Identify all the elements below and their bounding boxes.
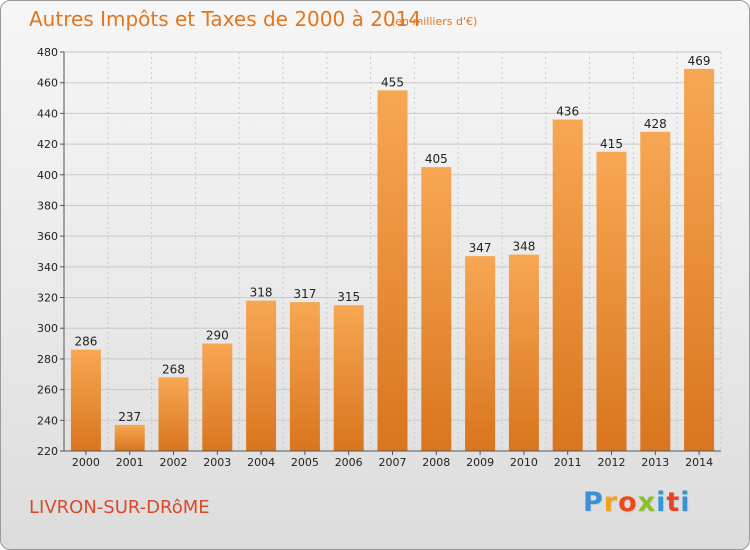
y-tick-label: 360: [37, 230, 58, 243]
axes: 220 240 260 280 300 320 340 360 380 400 420 440 460 4…: [37, 46, 721, 469]
logo-letter: i: [656, 487, 667, 518]
x-tick-label: 2003: [203, 456, 231, 469]
bar-value-label: 415: [600, 137, 623, 151]
bar-2002[interactable]: [158, 377, 189, 451]
x-tick-label: 2008: [422, 456, 450, 469]
bar-value-label: 286: [74, 335, 97, 349]
y-tick-label: 280: [37, 353, 58, 366]
bar-value-label: 436: [556, 105, 579, 119]
x-tick-label: 2000: [72, 456, 100, 469]
y-tick-label: 400: [37, 169, 58, 182]
x-tick-label: 2012: [598, 456, 626, 469]
bar-value-label: 469: [688, 54, 711, 68]
x-tick-label: 2009: [466, 456, 494, 469]
bar-value-label: 347: [469, 241, 492, 255]
bar-2010[interactable]: [508, 254, 539, 451]
bar-2012[interactable]: [596, 151, 627, 451]
y-tick-label: 420: [37, 138, 58, 151]
y-tick-label: 440: [37, 107, 58, 120]
chart-subtitle: (en milliers d'€): [391, 15, 478, 28]
x-tick-label: 2006: [335, 456, 363, 469]
bar-2008[interactable]: [421, 167, 452, 451]
bar-value-label: 348: [512, 240, 535, 254]
proxiti-logo[interactable]: Proxiti: [583, 487, 691, 518]
bar-2003[interactable]: [202, 343, 233, 451]
x-tick-label: 2002: [160, 456, 188, 469]
logo-letter: o: [618, 487, 638, 518]
y-tick-label: 220: [37, 445, 58, 458]
bar-value-label: 268: [162, 362, 185, 376]
y-tick-label: 320: [37, 292, 58, 305]
bar-value-label: 455: [381, 75, 404, 89]
x-tick-label: 2001: [116, 456, 144, 469]
bar-2013[interactable]: [640, 131, 671, 452]
x-tick-label: 2010: [510, 456, 538, 469]
y-tick-label: 300: [37, 322, 58, 335]
chart-title: Autres Impôts et Taxes de 2000 à 2014: [29, 7, 422, 31]
logo-letter: r: [603, 487, 619, 518]
bar-value-label: 405: [425, 152, 448, 166]
logo-letter: P: [583, 487, 604, 518]
bar-value-label: 428: [644, 117, 667, 131]
bars: 286 237 268 290 318 317 315 455 405 347 348 436 415 4…: [70, 54, 715, 452]
bar-value-label: 318: [250, 286, 273, 300]
bar-value-label: 237: [118, 410, 141, 424]
bar-2007[interactable]: [377, 90, 408, 451]
bar-value-label: 290: [206, 329, 229, 343]
y-tick-label: 340: [37, 261, 58, 274]
bar-value-label: 315: [337, 290, 360, 304]
logo-letter: t: [666, 487, 681, 518]
bar-2006[interactable]: [333, 305, 364, 451]
x-tick-label: 2007: [379, 456, 407, 469]
bar-2001[interactable]: [114, 424, 145, 451]
logo-letter: i: [680, 487, 691, 518]
x-tick-label: 2014: [685, 456, 713, 469]
bar-value-label: 317: [293, 287, 316, 301]
x-tick-label: 2013: [641, 456, 669, 469]
bar-2009[interactable]: [465, 256, 496, 451]
town-name: LIVRON-SUR-DRôME: [29, 497, 210, 518]
y-tick-label: 480: [37, 46, 58, 59]
y-tick-label: 260: [37, 384, 58, 397]
y-tick-label: 460: [37, 77, 58, 90]
bar-2011[interactable]: [552, 119, 583, 452]
x-tick-label: 2011: [554, 456, 582, 469]
bar-2000[interactable]: [70, 349, 101, 451]
y-tick-label: 380: [37, 199, 58, 212]
bar-2004[interactable]: [246, 300, 277, 451]
x-tick-label: 2004: [247, 456, 275, 469]
bar-2014[interactable]: [684, 68, 715, 451]
x-tick-label: 2005: [291, 456, 319, 469]
y-tick-label: 240: [37, 414, 58, 427]
logo-letter: x: [637, 487, 657, 518]
bar-2005[interactable]: [289, 302, 320, 451]
